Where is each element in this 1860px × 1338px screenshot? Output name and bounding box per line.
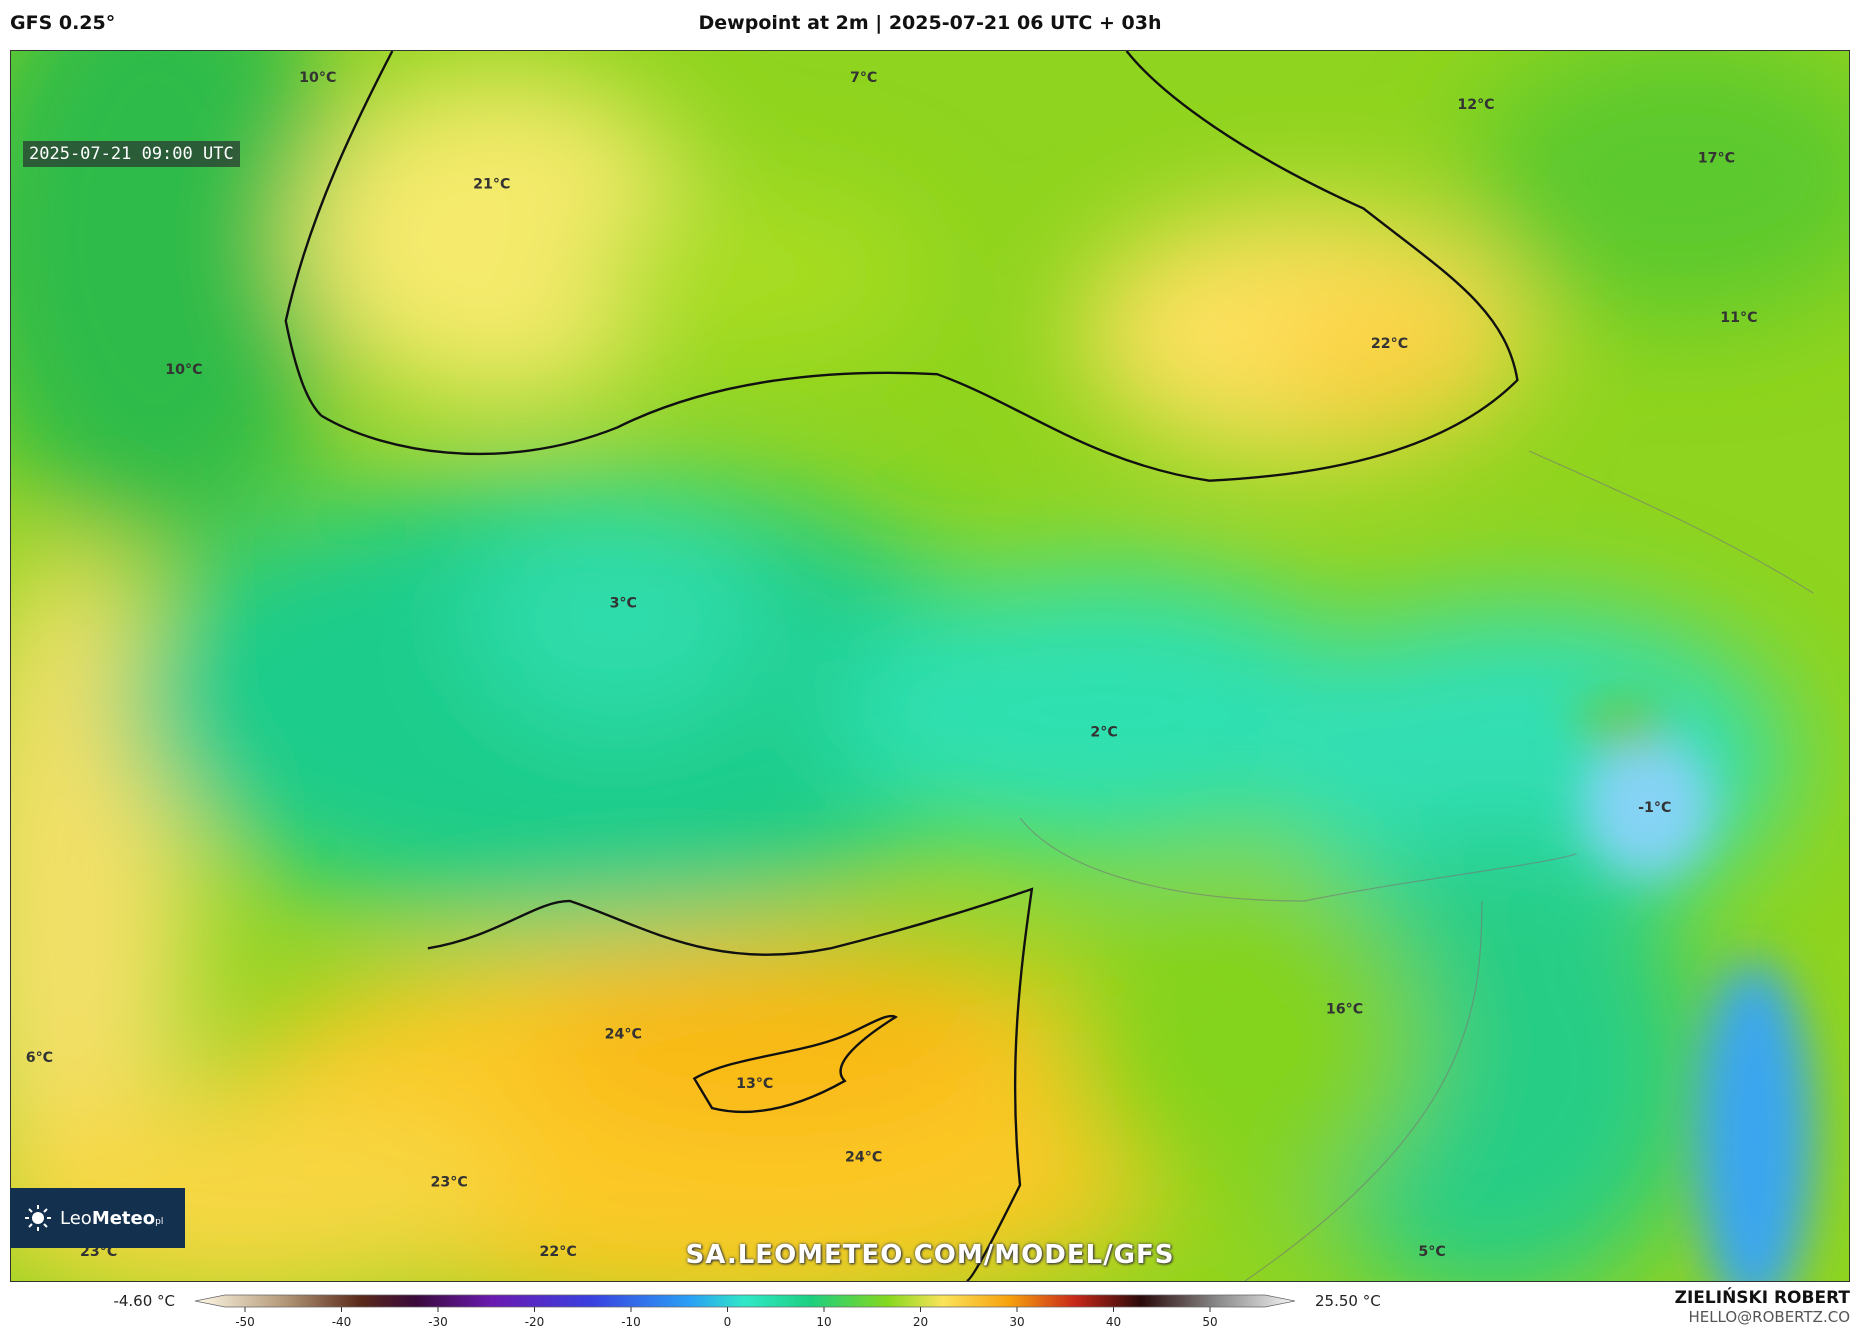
temperature-label: 6°C [26, 1050, 53, 1066]
colorbar-ramp [194, 1294, 1296, 1308]
model-name: GFS 0.25° [10, 12, 116, 34]
colorbar-max: 25.50 °C [1315, 1292, 1381, 1310]
valid-time: 2025-07-21 09:00 UTC [23, 141, 240, 167]
author: ZIELIŃSKI ROBERT [1674, 1288, 1850, 1308]
colorbar-tick-label: -20 [525, 1315, 545, 1329]
colorbar-tick-label: -30 [428, 1315, 448, 1329]
borders [1019, 450, 1814, 1281]
map-canvas: 10°C 7°C 12°C 17°C 21°C 22°C 11°C 10°C 3°C 2°C -1°… [11, 51, 1849, 1281]
logo-suffix: pl [155, 1217, 164, 1227]
colorbar-tick-label: 30 [1009, 1315, 1024, 1329]
colorbar-tick-label: -40 [332, 1315, 352, 1329]
temperature-label: -1°C [1638, 800, 1671, 816]
colorbar-tick-label: 40 [1106, 1315, 1121, 1329]
temperature-label: 17°C [1698, 150, 1735, 166]
logo: Leo Meteo pl [10, 1188, 185, 1248]
watermark: SA.LEOMETEO.COM/MODEL/GFS [685, 1240, 1175, 1270]
temperature-label: 7°C [850, 70, 877, 86]
temperature-label: 3°C [610, 595, 637, 611]
coastlines [284, 51, 1519, 1281]
temperature-label: 23°C [431, 1174, 468, 1190]
colorbar: -4.60 °C 25.50 °C -50 -40 -30 -20 -10 0 10 20 30… [113, 1292, 1381, 1329]
temperature-label: 13°C [736, 1076, 773, 1092]
dewpoint-minima [1576, 699, 1814, 1281]
temperature-label: 16°C [1326, 1001, 1363, 1017]
colorbar-tick-label: 50 [1202, 1315, 1217, 1329]
temperature-label: 10°C [165, 362, 202, 378]
colorbar-tick-label: 10 [816, 1315, 831, 1329]
logo-leo: Leo [60, 1207, 92, 1229]
temperature-label: 2°C [1090, 724, 1117, 740]
colorbar-tick-label: 20 [913, 1315, 928, 1329]
map-title: Dewpoint at 2m | 2025-07-21 06 UTC + 03h [698, 12, 1162, 34]
temperature-label: 22°C [540, 1244, 577, 1260]
logo-sun [25, 1205, 51, 1231]
temperature-labels: 10°C 7°C 12°C 17°C 21°C 22°C 11°C 10°C 3°C 2°C -1°… [26, 70, 1758, 1260]
email: HELLO@ROBERTZ.CO [1688, 1308, 1850, 1326]
temperature-label: 10°C [299, 70, 336, 86]
colorbar-tick-label: 0 [724, 1315, 732, 1329]
temperature-label: 24°C [845, 1149, 882, 1165]
logo-meteo: Meteo [91, 1207, 156, 1229]
temperature-label: 12°C [1457, 97, 1494, 113]
credit: ZIELIŃSKI ROBERT HELLO@ROBERTZ.CO [1675, 1288, 1850, 1326]
temperature-label: 21°C [473, 176, 510, 192]
temperature-label: 24°C [605, 1026, 642, 1042]
temperature-label: 22°C [1371, 336, 1408, 352]
temperature-label: 23°C [80, 1244, 117, 1260]
colorbar-ticks: -50 -40 -30 -20 -10 0 10 20 30 40 50 [235, 1307, 1218, 1329]
colorbar-tick-label: -50 [235, 1315, 255, 1329]
map: 10°C 7°C 12°C 17°C 21°C 22°C 11°C 10°C 3°C 2°C -1°… [10, 50, 1850, 1282]
colorbar-min: -4.60 °C [113, 1292, 175, 1310]
temperature-label: 5°C [1418, 1244, 1445, 1260]
colorbar-tick-label: -10 [621, 1315, 641, 1329]
temperature-label: 11°C [1720, 310, 1757, 326]
